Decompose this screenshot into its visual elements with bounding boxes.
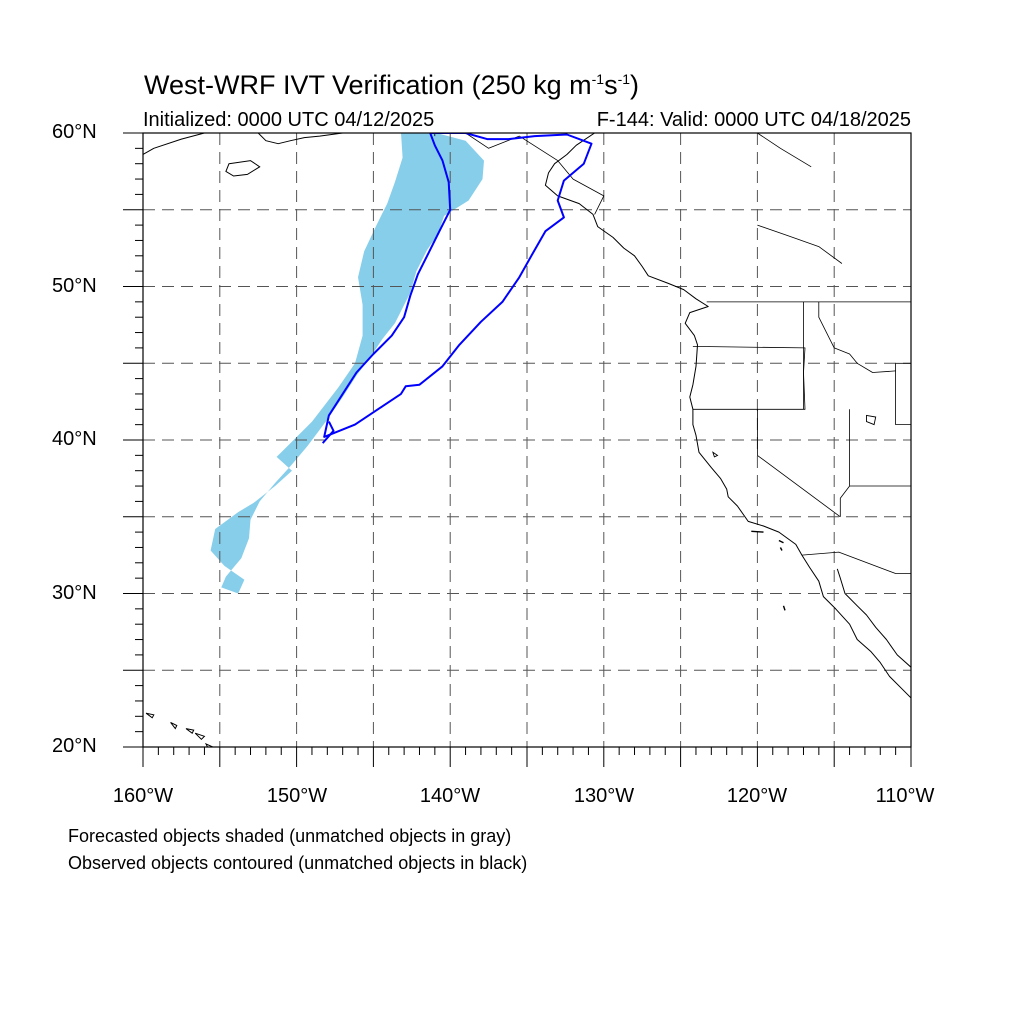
lon-label-120w: 120°W xyxy=(726,785,788,807)
political-border xyxy=(801,551,911,574)
political-border xyxy=(839,409,850,517)
valid-time-label: F-144: Valid: 0000 UTC 04/18/2025 xyxy=(596,109,911,131)
observed-ivt-object xyxy=(323,133,593,438)
political-border xyxy=(895,363,911,426)
hawaii-island xyxy=(145,712,155,719)
coastline-kenai xyxy=(257,133,343,145)
channel-island xyxy=(779,547,783,551)
coastline-gulf-of-california xyxy=(836,568,911,668)
river xyxy=(757,133,812,168)
channel-island xyxy=(751,530,764,533)
kodiak-island xyxy=(225,160,261,177)
lat-label-20n: 20°N xyxy=(52,735,97,757)
hawaii-island xyxy=(194,732,206,741)
lon-label-130w: 130°W xyxy=(573,785,635,807)
channel-island xyxy=(778,539,784,544)
observed-ivt-object-tail xyxy=(321,421,335,444)
lat-label-60n: 60°N xyxy=(52,121,97,143)
lon-label-150w: 150°W xyxy=(266,785,328,807)
political-border xyxy=(465,133,605,215)
hawaii-island xyxy=(204,742,215,747)
lon-label-110w: 110°W xyxy=(875,785,935,807)
coastline-alaska xyxy=(143,133,205,155)
hawaii-island xyxy=(170,721,178,730)
caption-observed: Observed objects contoured (unmatched ob… xyxy=(68,853,528,873)
hawaii-island xyxy=(185,728,195,734)
river xyxy=(757,224,843,264)
lake xyxy=(712,451,719,458)
chart-title: West-WRF IVT Verification (250 kg m-1s-1… xyxy=(144,70,640,100)
political-border xyxy=(692,346,806,410)
political-border xyxy=(757,409,841,518)
forecast-ivt-object xyxy=(210,133,484,594)
coastline-north-america xyxy=(544,133,911,699)
political-border xyxy=(818,301,896,373)
lat-label-40n: 40°N xyxy=(52,428,97,450)
lon-label-140w: 140°W xyxy=(419,785,481,807)
caption-forecast: Forecasted objects shaded (unmatched obj… xyxy=(68,826,512,846)
lake xyxy=(866,414,877,426)
guadalupe-island xyxy=(782,605,786,611)
lat-label-50n: 50°N xyxy=(52,275,97,297)
lat-label-30n: 30°N xyxy=(52,582,97,604)
lon-label-160w: 160°W xyxy=(112,785,174,807)
initialized-label: Initialized: 0000 UTC 04/12/2025 xyxy=(143,109,435,131)
map-frame xyxy=(142,132,912,748)
